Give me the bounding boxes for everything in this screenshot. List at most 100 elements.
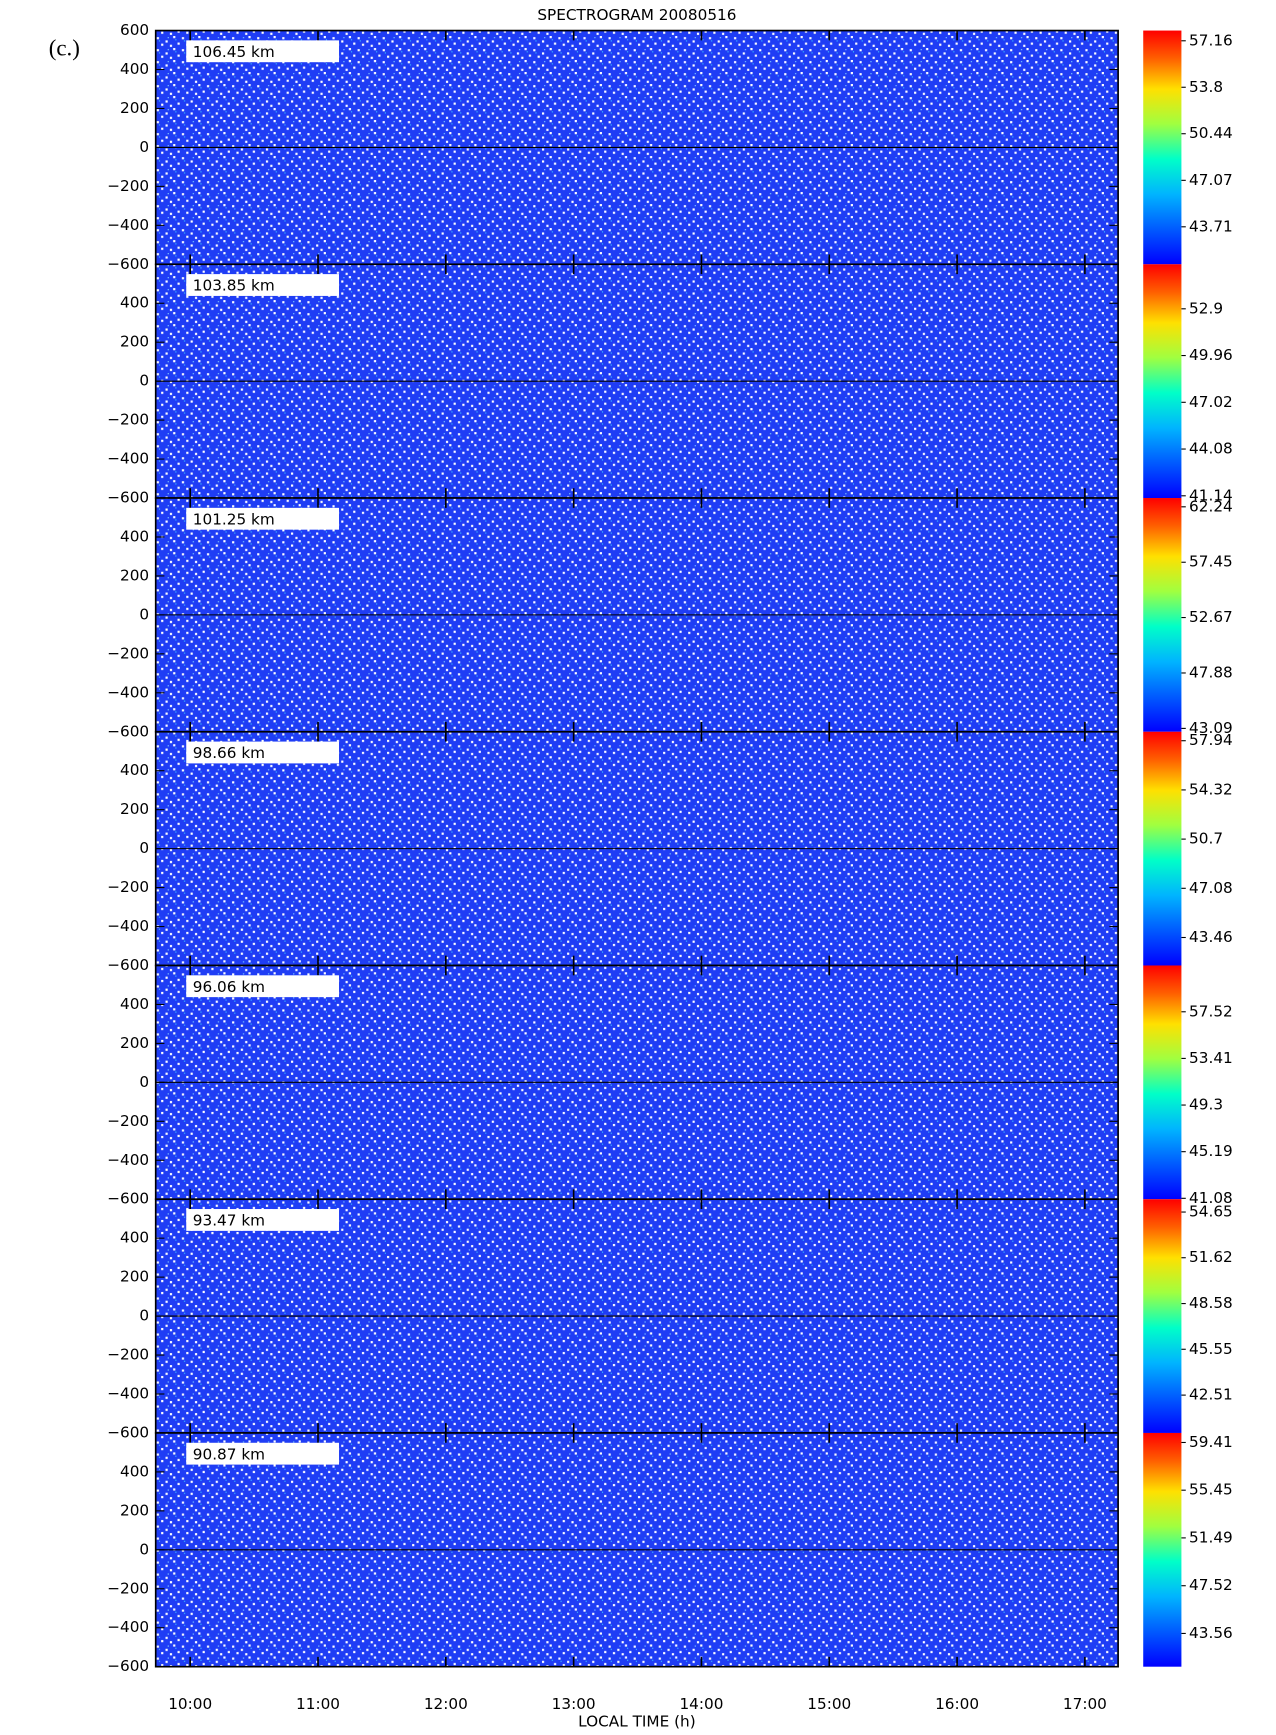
altitude-label-box [186, 1209, 340, 1231]
colorbar-tick-label: 55.45 [1189, 1481, 1233, 1499]
y-tick-label: 0 [139, 138, 149, 156]
colorbar-tick-label: 43.56 [1189, 1624, 1233, 1642]
colorbar-tick-label: 50.44 [1189, 124, 1233, 142]
x-tick-label: 12:00 [424, 1695, 468, 1713]
y-tick-label: −200 [107, 177, 149, 195]
y-tick-label: 400 [120, 1229, 149, 1247]
colorbar [1143, 498, 1182, 732]
colorbar-tick-label: 57.16 [1189, 31, 1233, 49]
colorbar-tick-label: 53.8 [1189, 78, 1223, 96]
colorbar-tick-label: 44.08 [1189, 440, 1233, 458]
colorbar-tick-label: 51.62 [1189, 1248, 1233, 1266]
colorbar-tick-label: 62.24 [1189, 497, 1233, 515]
y-tick-label: 200 [120, 1501, 149, 1519]
colorbar [1143, 965, 1182, 1200]
x-tick-label: 17:00 [1063, 1695, 1107, 1713]
colorbar-tick-label: 45.19 [1189, 1142, 1233, 1160]
y-tick-label: −200 [107, 878, 149, 896]
altitude-label: 96.06 km [193, 978, 265, 996]
y-tick-label: −400 [107, 450, 149, 468]
colorbar-tick-label: 49.3 [1189, 1096, 1223, 1114]
x-tick-label: 13:00 [552, 1695, 596, 1713]
altitude-label-box [186, 1442, 340, 1465]
colorbar-tick-label: 57.52 [1189, 1002, 1233, 1020]
y-tick-label: −600 [107, 1190, 149, 1208]
y-tick-label: 600 [120, 21, 149, 39]
y-tick-label: 0 [139, 605, 149, 623]
colorbar-tick-label: 45.55 [1189, 1340, 1233, 1358]
altitude-label-box [186, 741, 340, 764]
y-tick-label: −600 [107, 255, 149, 273]
colorbar-tick-label: 54.32 [1189, 780, 1233, 798]
y-tick-label: −400 [107, 216, 149, 234]
y-tick-label: −600 [107, 956, 149, 974]
altitude-label: 93.47 km [193, 1212, 265, 1230]
y-tick-label: −600 [107, 1657, 149, 1675]
colorbar [1143, 1199, 1182, 1433]
colorbar-tick-label: 52.9 [1189, 299, 1223, 317]
chart-title: SPECTROGRAM 20080516 [537, 6, 736, 24]
y-tick-label: 400 [120, 1462, 149, 1480]
y-tick-label: −200 [107, 411, 149, 429]
x-tick-label: 10:00 [168, 1695, 212, 1713]
colorbar-tick-label: 57.94 [1189, 731, 1233, 749]
y-tick-label: −200 [107, 1579, 149, 1597]
panel-frame [154, 1432, 1119, 1668]
y-tick-label: 200 [120, 1034, 149, 1052]
y-tick-label: −400 [107, 917, 149, 935]
x-tick-label: 15:00 [807, 1695, 851, 1713]
colorbar-tick-label: 52.67 [1189, 608, 1233, 626]
y-tick-label: 0 [139, 1307, 149, 1325]
y-tick-label: 400 [120, 761, 149, 779]
colorbar [1143, 264, 1182, 499]
colorbar-tick-label: 48.58 [1189, 1294, 1233, 1312]
colorbar-tick-label: 43.46 [1189, 928, 1233, 946]
colorbar-tick-label: 41.08 [1189, 1189, 1233, 1207]
colorbar-tick-label: 54.65 [1189, 1203, 1233, 1221]
colorbar-tick-label: 49.96 [1189, 346, 1233, 364]
y-tick-label: 200 [120, 99, 149, 117]
x-axis-title: LOCAL TIME (h) [578, 1712, 696, 1730]
colorbar-tick-label: 47.07 [1189, 171, 1233, 189]
colorbar [1143, 30, 1182, 265]
x-tick-label: 14:00 [679, 1695, 723, 1713]
altitude-label-box [186, 40, 340, 63]
y-tick-label: −200 [107, 644, 149, 662]
altitude-label-box [186, 507, 340, 530]
altitude-label: 106.45 km [193, 43, 275, 61]
altitude-label: 101.25 km [193, 510, 275, 528]
altitude-label-box [186, 274, 340, 296]
colorbar-tick-label: 47.52 [1189, 1576, 1233, 1594]
colorbar-tick-label: 57.45 [1189, 553, 1233, 571]
y-tick-label: −400 [107, 683, 149, 701]
altitude-label: 98.66 km [193, 744, 265, 762]
altitude-label-box [186, 975, 340, 998]
y-tick-label: −400 [107, 1385, 149, 1403]
colorbar-tick-label: 59.41 [1189, 1433, 1233, 1451]
colorbar-tick-label: 53.41 [1189, 1049, 1233, 1067]
y-tick-label: 400 [120, 60, 149, 78]
x-tick-label: 11:00 [296, 1695, 340, 1713]
colorbar-tick-label: 47.02 [1189, 393, 1233, 411]
y-tick-label: 400 [120, 995, 149, 1013]
y-tick-label: 0 [139, 1540, 149, 1558]
y-tick-label: −200 [107, 1346, 149, 1364]
y-tick-label: 400 [120, 527, 149, 545]
y-tick-label: −200 [107, 1112, 149, 1130]
y-tick-label: 0 [139, 372, 149, 390]
colorbar-tick-label: 51.49 [1189, 1528, 1233, 1546]
y-tick-label: 200 [120, 333, 149, 351]
colorbar-tick-label: 50.7 [1189, 830, 1223, 848]
y-tick-label: 400 [120, 294, 149, 312]
y-tick-label: 200 [120, 566, 149, 584]
y-tick-label: −600 [107, 489, 149, 507]
y-tick-label: 0 [139, 1073, 149, 1091]
colorbar-tick-label: 41.14 [1189, 486, 1233, 504]
panel-label: (c.) [49, 35, 80, 60]
y-tick-label: −600 [107, 722, 149, 740]
colorbar-tick-label: 47.08 [1189, 879, 1233, 897]
y-tick-label: −600 [107, 1423, 149, 1441]
y-tick-label: 200 [120, 1268, 149, 1286]
